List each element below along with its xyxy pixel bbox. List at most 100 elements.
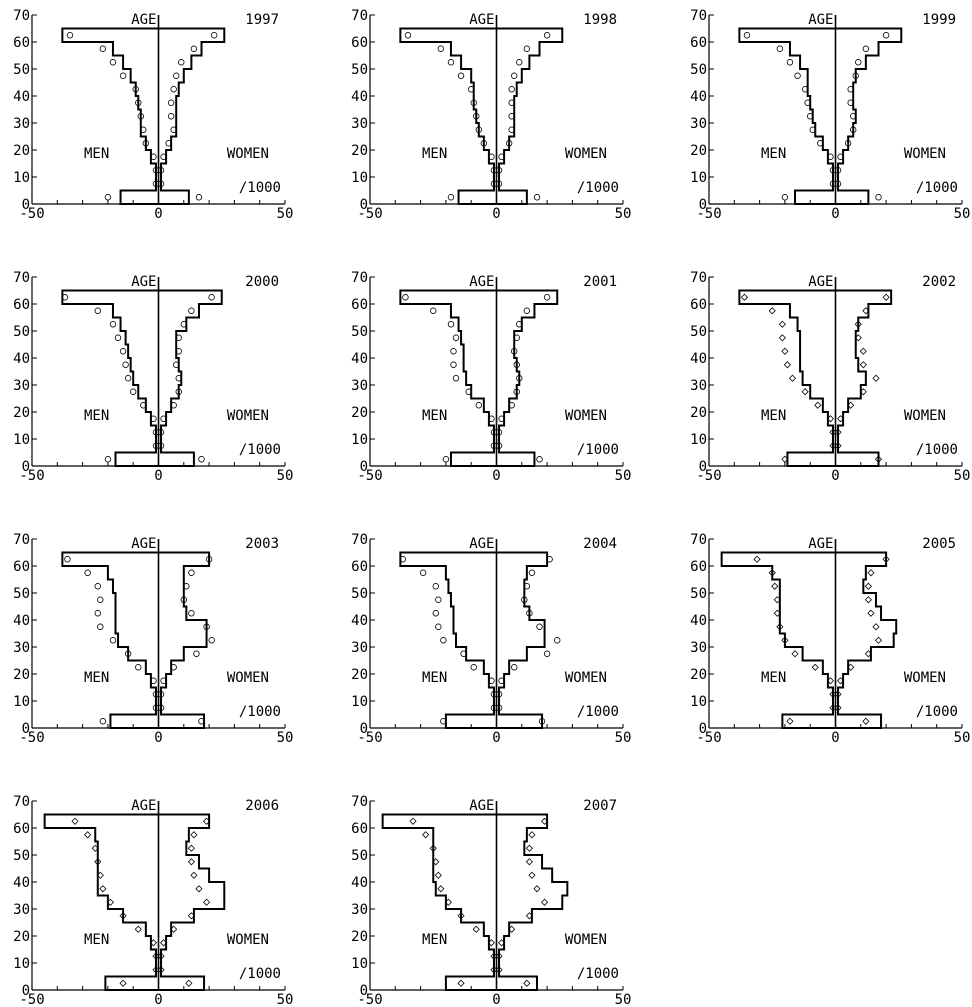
y-tick-label: 70 bbox=[690, 270, 707, 286]
men-data-point bbox=[794, 72, 801, 79]
men-data-point bbox=[776, 45, 784, 52]
women-data-point bbox=[543, 294, 551, 301]
women-data-point bbox=[525, 844, 533, 852]
x-tick-label: -50 bbox=[357, 730, 382, 746]
x-tick-label: -50 bbox=[19, 730, 44, 746]
men-data-point bbox=[490, 704, 498, 711]
y-tick-label: 60 bbox=[13, 297, 30, 313]
men-data-point bbox=[807, 113, 814, 120]
women-data-point bbox=[847, 86, 854, 93]
women-data-point bbox=[165, 140, 172, 147]
y-tick-label: 20 bbox=[351, 667, 368, 683]
men-label: MEN bbox=[422, 146, 447, 162]
unit-label: /1000 bbox=[916, 180, 958, 196]
women-data-point bbox=[875, 194, 882, 201]
men-data-point bbox=[460, 650, 467, 657]
women-data-point bbox=[854, 320, 862, 328]
year-label: 1998 bbox=[583, 12, 617, 28]
men-label: MEN bbox=[422, 670, 447, 686]
x-tick-label: 50 bbox=[277, 992, 294, 1007]
men-data-point bbox=[66, 32, 74, 39]
women-data-point bbox=[536, 456, 543, 463]
men-data-point bbox=[152, 691, 160, 698]
men-data-point bbox=[490, 180, 498, 187]
y-tick-label: 10 bbox=[351, 170, 368, 186]
x-tick-label: 50 bbox=[615, 206, 632, 222]
men-data-point bbox=[434, 871, 442, 879]
women-data-point bbox=[834, 180, 842, 187]
women-data-point bbox=[195, 194, 203, 201]
unit-label: /1000 bbox=[577, 442, 619, 458]
y-tick-label: 60 bbox=[351, 821, 368, 837]
women-data-point bbox=[847, 663, 855, 671]
y-tick-label: 50 bbox=[13, 586, 30, 602]
x-tick-label: 50 bbox=[277, 468, 294, 484]
age-label: AGE bbox=[131, 274, 156, 290]
unit-label: /1000 bbox=[577, 966, 619, 982]
women-data-point bbox=[541, 817, 549, 825]
women-data-point bbox=[173, 361, 180, 368]
year-label: 2001 bbox=[583, 274, 617, 290]
age-label: AGE bbox=[469, 798, 494, 814]
y-tick-label: 20 bbox=[690, 143, 707, 159]
women-data-point bbox=[872, 623, 880, 631]
men-data-point bbox=[786, 717, 794, 725]
y-tick-label: 40 bbox=[13, 875, 30, 891]
women-step-line bbox=[835, 27, 903, 205]
y-tick-label: 30 bbox=[13, 378, 30, 394]
y-tick-label: 40 bbox=[351, 613, 368, 629]
y-tick-label: 20 bbox=[13, 143, 30, 159]
y-tick-label: 20 bbox=[351, 929, 368, 945]
women-step-line bbox=[496, 551, 549, 729]
men-data-point bbox=[773, 609, 781, 617]
men-data-point bbox=[814, 401, 822, 409]
y-tick-label: 50 bbox=[351, 62, 368, 78]
y-tick-label: 60 bbox=[351, 35, 368, 51]
age-label: AGE bbox=[469, 274, 494, 290]
y-tick-label: 30 bbox=[351, 378, 368, 394]
men-data-point bbox=[132, 86, 139, 93]
y-tick-label: 20 bbox=[690, 667, 707, 683]
men-data-point bbox=[488, 415, 495, 422]
women-data-point bbox=[203, 898, 211, 906]
men-data-point bbox=[119, 979, 127, 987]
men-data-point bbox=[140, 126, 147, 133]
women-step-line bbox=[158, 813, 226, 991]
women-data-point bbox=[188, 569, 195, 576]
women-data-point bbox=[834, 704, 842, 712]
men-data-point bbox=[437, 45, 445, 52]
women-data-point bbox=[511, 72, 518, 79]
men-data-point bbox=[152, 180, 160, 187]
y-tick-label: 60 bbox=[690, 559, 707, 575]
men-data-point bbox=[447, 321, 455, 328]
women-data-point bbox=[495, 704, 503, 711]
men-data-point bbox=[432, 583, 439, 590]
women-data-point bbox=[528, 871, 536, 879]
women-data-point bbox=[187, 858, 195, 866]
women-data-point bbox=[516, 375, 523, 382]
x-tick-label: 0 bbox=[492, 730, 500, 746]
men-data-point bbox=[61, 294, 69, 301]
y-tick-label: 60 bbox=[351, 297, 368, 313]
x-tick-label: 50 bbox=[277, 206, 294, 222]
women-data-point bbox=[834, 442, 842, 450]
age-label: AGE bbox=[131, 798, 156, 814]
women-data-point bbox=[157, 429, 165, 436]
y-tick-label: 40 bbox=[351, 875, 368, 891]
women-data-point bbox=[513, 388, 520, 395]
men-data-point bbox=[470, 664, 477, 671]
men-data-point bbox=[472, 925, 480, 933]
y-tick-label: 20 bbox=[13, 667, 30, 683]
women-data-point bbox=[533, 194, 541, 201]
y-tick-label: 0 bbox=[360, 721, 368, 737]
x-tick-label: 50 bbox=[954, 206, 971, 222]
men-data-point bbox=[124, 375, 132, 382]
women-data-point bbox=[157, 167, 165, 174]
y-tick-label: 70 bbox=[351, 532, 368, 548]
year-label: 2004 bbox=[583, 536, 617, 552]
y-tick-label: 10 bbox=[13, 694, 30, 710]
women-data-point bbox=[852, 72, 859, 79]
men-data-point bbox=[150, 153, 157, 160]
